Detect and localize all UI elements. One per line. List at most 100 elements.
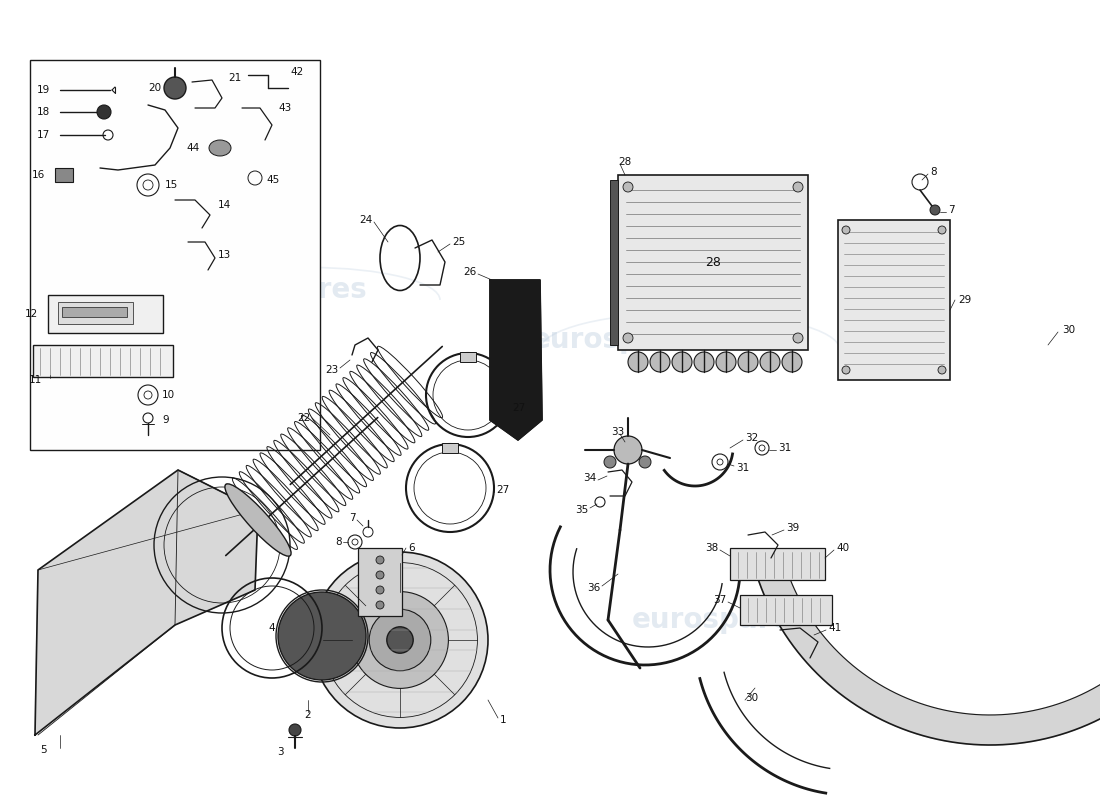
Polygon shape: [35, 470, 258, 735]
Circle shape: [842, 366, 850, 374]
Text: 24: 24: [359, 215, 372, 225]
Bar: [30, 60, 320, 450]
Circle shape: [930, 205, 940, 215]
Bar: [48, 295, 163, 333]
Circle shape: [164, 77, 186, 99]
Circle shape: [628, 352, 648, 372]
Text: 16: 16: [32, 170, 45, 180]
Text: 32: 32: [745, 433, 758, 443]
Bar: [730, 548, 825, 580]
Circle shape: [614, 436, 642, 464]
Bar: [838, 220, 950, 380]
Circle shape: [938, 366, 946, 374]
Text: 20: 20: [147, 83, 161, 93]
Text: 28: 28: [618, 157, 631, 167]
Text: 39: 39: [786, 523, 800, 533]
Text: 34: 34: [583, 473, 596, 483]
Text: 37: 37: [713, 595, 726, 605]
Text: 3: 3: [277, 747, 284, 757]
Ellipse shape: [224, 484, 292, 556]
Text: 6: 6: [408, 543, 415, 553]
Text: 2: 2: [305, 710, 311, 720]
Text: 11: 11: [29, 375, 42, 385]
Circle shape: [694, 352, 714, 372]
Text: 33: 33: [612, 427, 625, 437]
Bar: [618, 175, 808, 350]
Circle shape: [639, 456, 651, 468]
Text: 23: 23: [324, 365, 338, 375]
Text: 27: 27: [512, 403, 526, 413]
Circle shape: [376, 601, 384, 609]
Text: 40: 40: [836, 543, 849, 553]
Text: 22: 22: [297, 413, 310, 423]
Text: 9: 9: [162, 415, 168, 425]
Circle shape: [376, 556, 384, 564]
Text: 30: 30: [1062, 325, 1075, 335]
Text: 10: 10: [162, 390, 175, 400]
Bar: [358, 548, 402, 616]
Text: 27: 27: [496, 485, 509, 495]
Text: 17: 17: [36, 130, 50, 140]
Text: 12: 12: [24, 309, 38, 319]
Text: 13: 13: [218, 250, 231, 260]
Circle shape: [760, 352, 780, 372]
Bar: [58, 302, 133, 324]
Text: 44: 44: [187, 143, 200, 153]
Text: 41: 41: [828, 623, 842, 633]
Text: 38: 38: [705, 543, 718, 553]
Text: 31: 31: [778, 443, 791, 453]
Text: 4: 4: [268, 623, 275, 633]
Text: 8: 8: [336, 537, 342, 547]
Circle shape: [938, 226, 946, 234]
Bar: [55, 168, 73, 182]
Text: eurospares: eurospares: [532, 326, 708, 354]
Circle shape: [289, 724, 301, 736]
Circle shape: [842, 226, 850, 234]
Circle shape: [738, 352, 758, 372]
Text: 8: 8: [930, 167, 936, 177]
Text: 18: 18: [36, 107, 50, 117]
Bar: [740, 595, 832, 625]
Text: 21: 21: [228, 73, 241, 83]
Circle shape: [376, 571, 384, 579]
Text: 29: 29: [958, 295, 971, 305]
Text: 14: 14: [218, 200, 231, 210]
Text: 1: 1: [500, 715, 507, 725]
Circle shape: [370, 610, 431, 670]
Bar: [62, 307, 126, 317]
Circle shape: [278, 592, 366, 680]
Circle shape: [623, 182, 632, 192]
Text: 25: 25: [452, 237, 465, 247]
Polygon shape: [490, 280, 542, 440]
Circle shape: [782, 352, 802, 372]
Circle shape: [793, 182, 803, 192]
Text: 26: 26: [463, 267, 476, 277]
Ellipse shape: [209, 140, 231, 156]
Circle shape: [672, 352, 692, 372]
Circle shape: [312, 552, 488, 728]
Text: 28: 28: [705, 255, 720, 269]
Text: 42: 42: [290, 67, 304, 77]
Circle shape: [352, 592, 449, 688]
Circle shape: [716, 352, 736, 372]
Text: 7: 7: [350, 513, 356, 523]
Polygon shape: [752, 485, 1100, 745]
Circle shape: [376, 586, 384, 594]
Circle shape: [97, 105, 111, 119]
Text: 45: 45: [266, 175, 279, 185]
Text: eurospares: eurospares: [632, 606, 807, 634]
Text: 31: 31: [736, 463, 749, 473]
Circle shape: [793, 333, 803, 343]
Text: 7: 7: [948, 205, 955, 215]
Bar: [610, 180, 618, 345]
Bar: [442, 443, 458, 453]
Circle shape: [623, 333, 632, 343]
Text: eurospares: eurospares: [192, 276, 367, 304]
Text: 43: 43: [278, 103, 292, 113]
Circle shape: [650, 352, 670, 372]
Bar: [460, 352, 476, 362]
Text: 15: 15: [165, 180, 178, 190]
Text: 30: 30: [745, 693, 758, 703]
Text: 5: 5: [40, 745, 46, 755]
Text: 35: 35: [574, 505, 589, 515]
